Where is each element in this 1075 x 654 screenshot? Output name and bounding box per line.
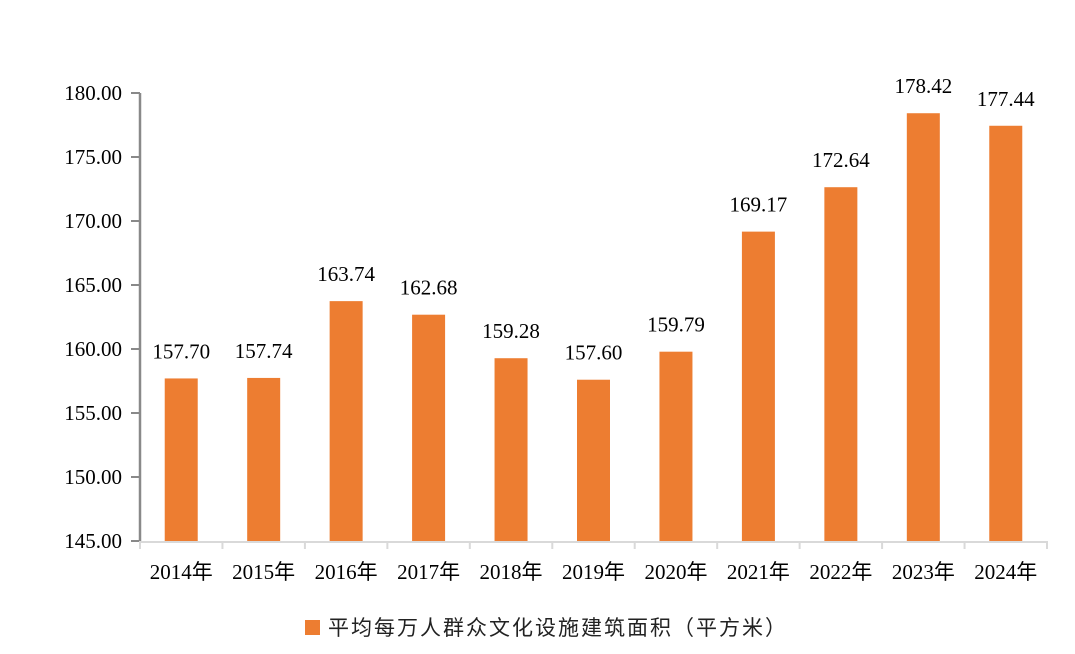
bar [824,187,858,541]
data-label: 163.74 [317,262,375,286]
x-tick-label: 2016年 [315,560,378,584]
bar [659,351,693,541]
legend-swatch [305,619,320,635]
y-tick-label: 160.00 [64,337,122,361]
x-tick-label: 2020年 [644,560,707,584]
x-tick-label: 2019年 [562,560,625,584]
legend-label: 平均每万人群众文化设施建筑面积（平方米） [328,616,788,640]
data-label: 159.28 [482,319,540,343]
bar [494,358,528,541]
y-tick-label: 175.00 [64,145,122,169]
data-label: 159.79 [647,313,705,337]
data-label: 162.68 [400,276,458,300]
bar [989,125,1023,541]
x-tick-label: 2014年 [150,560,213,584]
x-tick-label: 2015年 [232,560,295,584]
y-tick-label: 165.00 [64,273,122,297]
data-label: 169.17 [730,193,788,217]
x-tick-label: 2023年 [892,560,955,584]
y-tick-label: 150.00 [64,465,122,489]
bar [741,231,775,541]
x-tick-label: 2024年 [974,560,1037,584]
bar [906,113,940,541]
data-label: 172.64 [812,148,870,172]
data-label: 177.44 [977,87,1035,111]
y-tick-label: 170.00 [64,209,122,233]
legend: 平均每万人群众文化设施建筑面积（平方米） [305,612,788,642]
x-tick-label: 2021年 [727,560,790,584]
data-label: 157.70 [152,339,210,363]
y-tick-label: 180.00 [64,81,122,105]
x-tick-label: 2018年 [480,560,543,584]
data-label: 157.74 [235,339,293,363]
bar [164,378,198,541]
y-tick-label: 145.00 [64,529,122,553]
x-tick-label: 2017年 [397,560,460,584]
bar [247,377,281,541]
x-tick-label: 2022年 [809,560,872,584]
bar [412,314,446,541]
data-label: 157.60 [565,341,623,365]
data-label: 178.42 [894,74,952,98]
y-tick-label: 155.00 [64,401,122,425]
bar [577,379,610,541]
bar [329,301,363,541]
